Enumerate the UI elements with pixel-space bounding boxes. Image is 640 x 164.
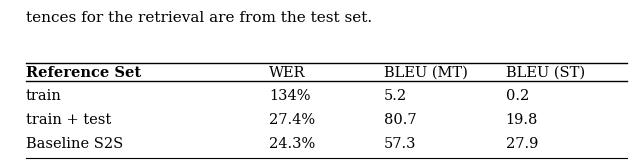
Text: tences for the retrieval are from the test set.: tences for the retrieval are from the te… (26, 11, 372, 25)
Text: train: train (26, 89, 61, 103)
Text: 0.2: 0.2 (506, 89, 529, 103)
Text: BLEU (ST): BLEU (ST) (506, 66, 585, 80)
Text: train + test: train + test (26, 113, 111, 127)
Text: 5.2: 5.2 (384, 89, 407, 103)
Text: 27.4%: 27.4% (269, 113, 315, 127)
Text: WER: WER (269, 66, 305, 80)
Text: BLEU (MT): BLEU (MT) (384, 66, 468, 80)
Text: 57.3: 57.3 (384, 136, 417, 151)
Text: 27.9: 27.9 (506, 136, 538, 151)
Text: 19.8: 19.8 (506, 113, 538, 127)
Text: 80.7: 80.7 (384, 113, 417, 127)
Text: Reference Set: Reference Set (26, 66, 141, 80)
Text: 134%: 134% (269, 89, 310, 103)
Text: Baseline S2S: Baseline S2S (26, 136, 123, 151)
Text: 24.3%: 24.3% (269, 136, 315, 151)
